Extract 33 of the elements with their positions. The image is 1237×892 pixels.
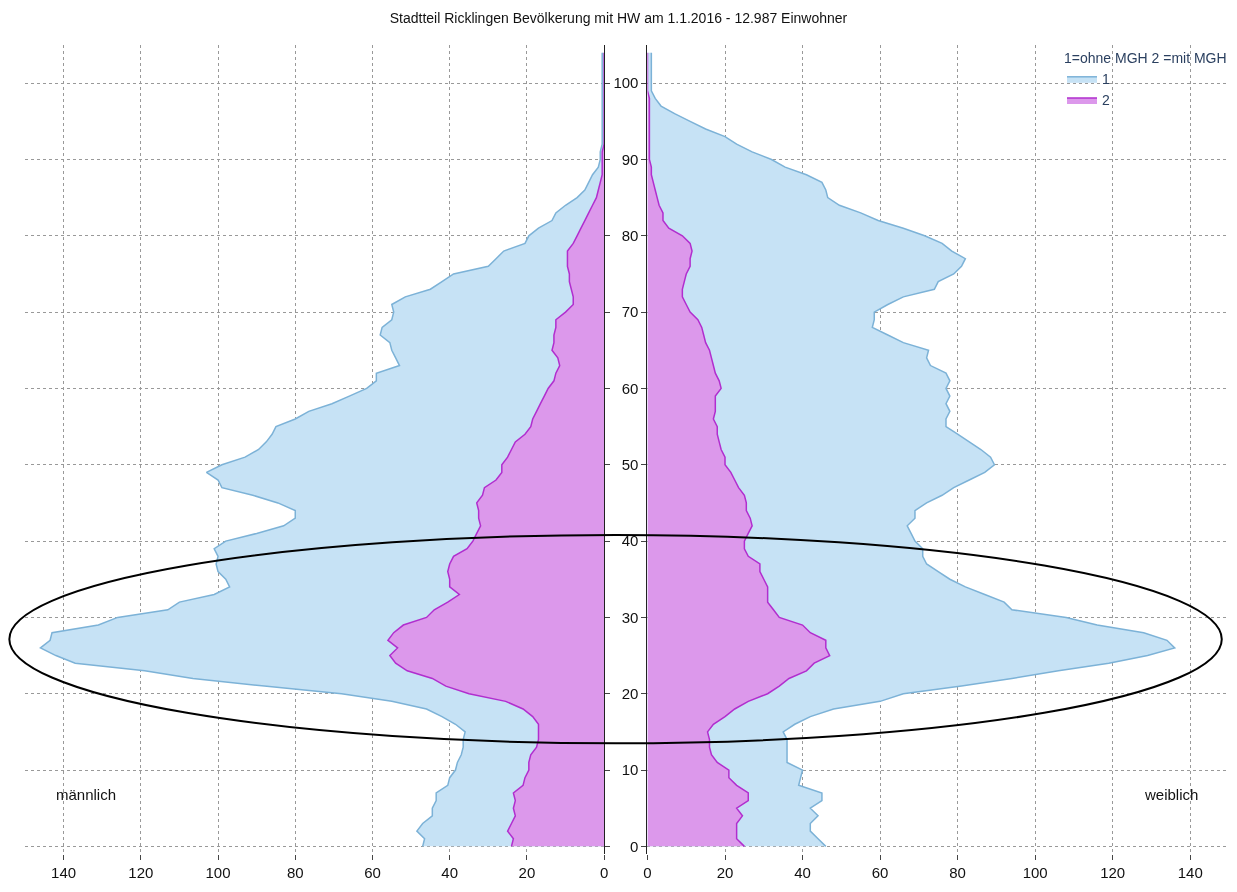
legend-label: 2 bbox=[1102, 92, 1110, 109]
y-tick-label: 50 bbox=[621, 456, 639, 474]
x-tick-label: 120 bbox=[1100, 864, 1126, 881]
x-tick-label: 80 bbox=[949, 864, 966, 881]
annotation: weiblich bbox=[1144, 786, 1199, 803]
x-tick-label: 140 bbox=[1177, 864, 1203, 881]
x-tick-label: 20 bbox=[518, 864, 536, 881]
x-tick-label: 120 bbox=[128, 864, 154, 881]
x-tick-label: 100 bbox=[1022, 864, 1048, 881]
x-tick-label: 40 bbox=[441, 864, 459, 881]
chart-title: Stadtteil Ricklingen Bevölkerung mit HW am 1.1.2016 - 12.987 Einwohner bbox=[389, 10, 848, 27]
y-tick-label: 60 bbox=[621, 379, 639, 397]
x-tick-label: 60 bbox=[364, 864, 381, 881]
x-tick-label: 80 bbox=[286, 864, 304, 881]
x-tick-label: 20 bbox=[716, 864, 734, 881]
legend-label: 1 bbox=[1102, 71, 1110, 88]
y-tick-label: 70 bbox=[621, 303, 639, 321]
x-tick-label: 140 bbox=[51, 864, 77, 881]
y-tick-label: 80 bbox=[621, 227, 639, 245]
x-tick-label: 100 bbox=[205, 864, 231, 881]
y-tick-label: 90 bbox=[621, 150, 639, 168]
y-tick-label: 30 bbox=[621, 608, 639, 626]
x-tick-label: 40 bbox=[794, 864, 811, 881]
x-tick-label: 0 bbox=[599, 864, 609, 881]
y-tick-label: 100 bbox=[613, 74, 639, 92]
annotation: männlich bbox=[56, 786, 117, 803]
x-tick-label: 0 bbox=[643, 864, 652, 881]
y-tick-label: 40 bbox=[621, 532, 639, 550]
y-tick-label: 20 bbox=[621, 684, 639, 702]
legend-title: 1=ohne MGH 2 =mit MGH bbox=[1064, 50, 1227, 67]
x-tick-label: 60 bbox=[871, 864, 889, 881]
y-tick-label: 0 bbox=[630, 837, 639, 855]
y-tick-label: 10 bbox=[621, 761, 639, 779]
